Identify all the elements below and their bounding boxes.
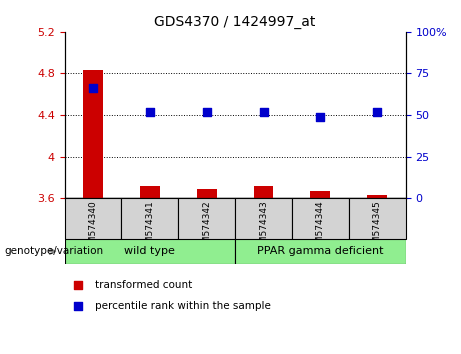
Text: GSM574345: GSM574345 [373, 200, 382, 255]
Text: genotype/variation: genotype/variation [5, 246, 104, 256]
Point [203, 109, 210, 115]
Bar [178, 198, 235, 239]
Bar [367, 195, 387, 198]
Bar [349, 198, 406, 239]
Bar [65, 239, 235, 264]
Bar [121, 198, 178, 239]
Bar [254, 186, 273, 198]
Point [260, 109, 267, 115]
Bar [310, 191, 331, 198]
Bar [292, 198, 349, 239]
Text: percentile rank within the sample: percentile rank within the sample [95, 302, 271, 312]
Bar [65, 198, 121, 239]
Point [89, 86, 97, 91]
Bar [235, 239, 406, 264]
Text: GSM574341: GSM574341 [145, 200, 154, 255]
Title: GDS4370 / 1424997_at: GDS4370 / 1424997_at [154, 16, 316, 29]
Bar [235, 198, 292, 239]
Text: transformed count: transformed count [95, 280, 193, 290]
Text: PPAR gamma deficient: PPAR gamma deficient [257, 246, 384, 256]
Text: GSM574340: GSM574340 [89, 200, 97, 255]
Point [75, 304, 82, 309]
Point [146, 109, 154, 115]
Bar [197, 189, 217, 198]
Point [75, 282, 82, 287]
Text: GSM574342: GSM574342 [202, 200, 211, 255]
Bar [140, 186, 160, 198]
Text: GSM574344: GSM574344 [316, 200, 325, 255]
Point [317, 114, 324, 120]
Bar [83, 70, 103, 198]
Text: GSM574343: GSM574343 [259, 200, 268, 255]
Point [373, 109, 381, 115]
Text: wild type: wild type [124, 246, 175, 256]
